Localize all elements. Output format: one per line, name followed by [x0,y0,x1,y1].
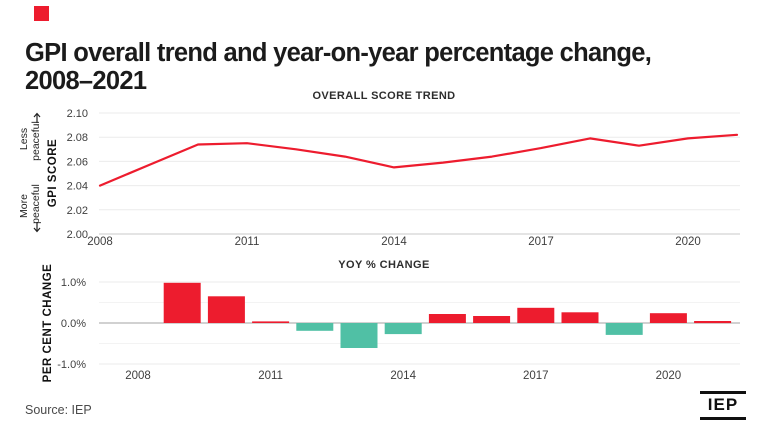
y-tick-label: 2.00 [67,229,88,241]
x-tick-label: 2008 [87,236,113,248]
x-tick-label: 2008 [125,370,151,382]
bar-2010 [207,296,245,323]
x-tick-label: 2011 [235,236,260,248]
bar-2017 [517,307,555,323]
bar-2019 [605,323,643,335]
arrow-up-icon [33,112,41,123]
x-tick-label: 2014 [390,370,416,382]
logo-text: IEP [707,395,739,414]
x-tick-label: 2020 [675,236,701,248]
y-tick-label: 1.0% [61,277,86,289]
y-tick-label: 2.08 [67,132,88,144]
bar-2015 [428,314,466,323]
y-tick-label: 0.0% [61,318,86,330]
source-note: Source: IEP [25,403,92,417]
bar-2018 [561,312,599,323]
x-tick-label: 2011 [258,370,283,382]
brand-red-square [34,6,49,21]
iep-logo: IEP [700,391,746,421]
bar-2021 [694,321,732,324]
y-axis-label: PER CENT CHANGE [42,264,54,383]
y-axis-label: GPI SCORE [47,139,59,207]
side-label-more: More [18,194,30,218]
line-chart-title: OVERALL SCORE TREND [312,90,456,102]
bar-2020 [649,313,687,323]
yoy-change-bar-chart: 1.0% 0.0% -1.0% 2008 2011 2014 2017 2020 PER CEN… [42,264,740,383]
logo-top-rule [700,391,746,394]
x-tick-label: 2020 [656,370,682,382]
bar-chart-title: YOY % CHANGE [338,259,430,271]
gpi-trend-line [98,133,739,187]
x-tick-label: 2014 [381,236,407,248]
side-label-less-2: peaceful [30,121,42,161]
y-tick-label: 2.10 [67,108,88,120]
side-label-more-2: peaceful [30,184,42,224]
y-tick-label: 2.02 [67,205,88,217]
y-tick-label: 2.04 [67,181,88,193]
bar-2013 [340,323,378,348]
x-tick-label: 2017 [523,370,549,382]
side-label-less: Less [18,128,30,150]
bar-2016 [473,316,511,323]
page-title: GPI overall trend and year-on-year perce… [25,39,652,96]
arrow-down-icon [33,222,41,233]
logo-bottom-rule [700,417,746,421]
y-tick-label: 2.06 [67,156,88,168]
bar-2011 [252,321,290,323]
y-tick-label: -1.0% [57,359,86,371]
bar-2012 [296,323,334,331]
bar-2009 [163,282,201,323]
x-tick-label: 2017 [528,236,554,248]
bar-2014 [384,323,422,335]
